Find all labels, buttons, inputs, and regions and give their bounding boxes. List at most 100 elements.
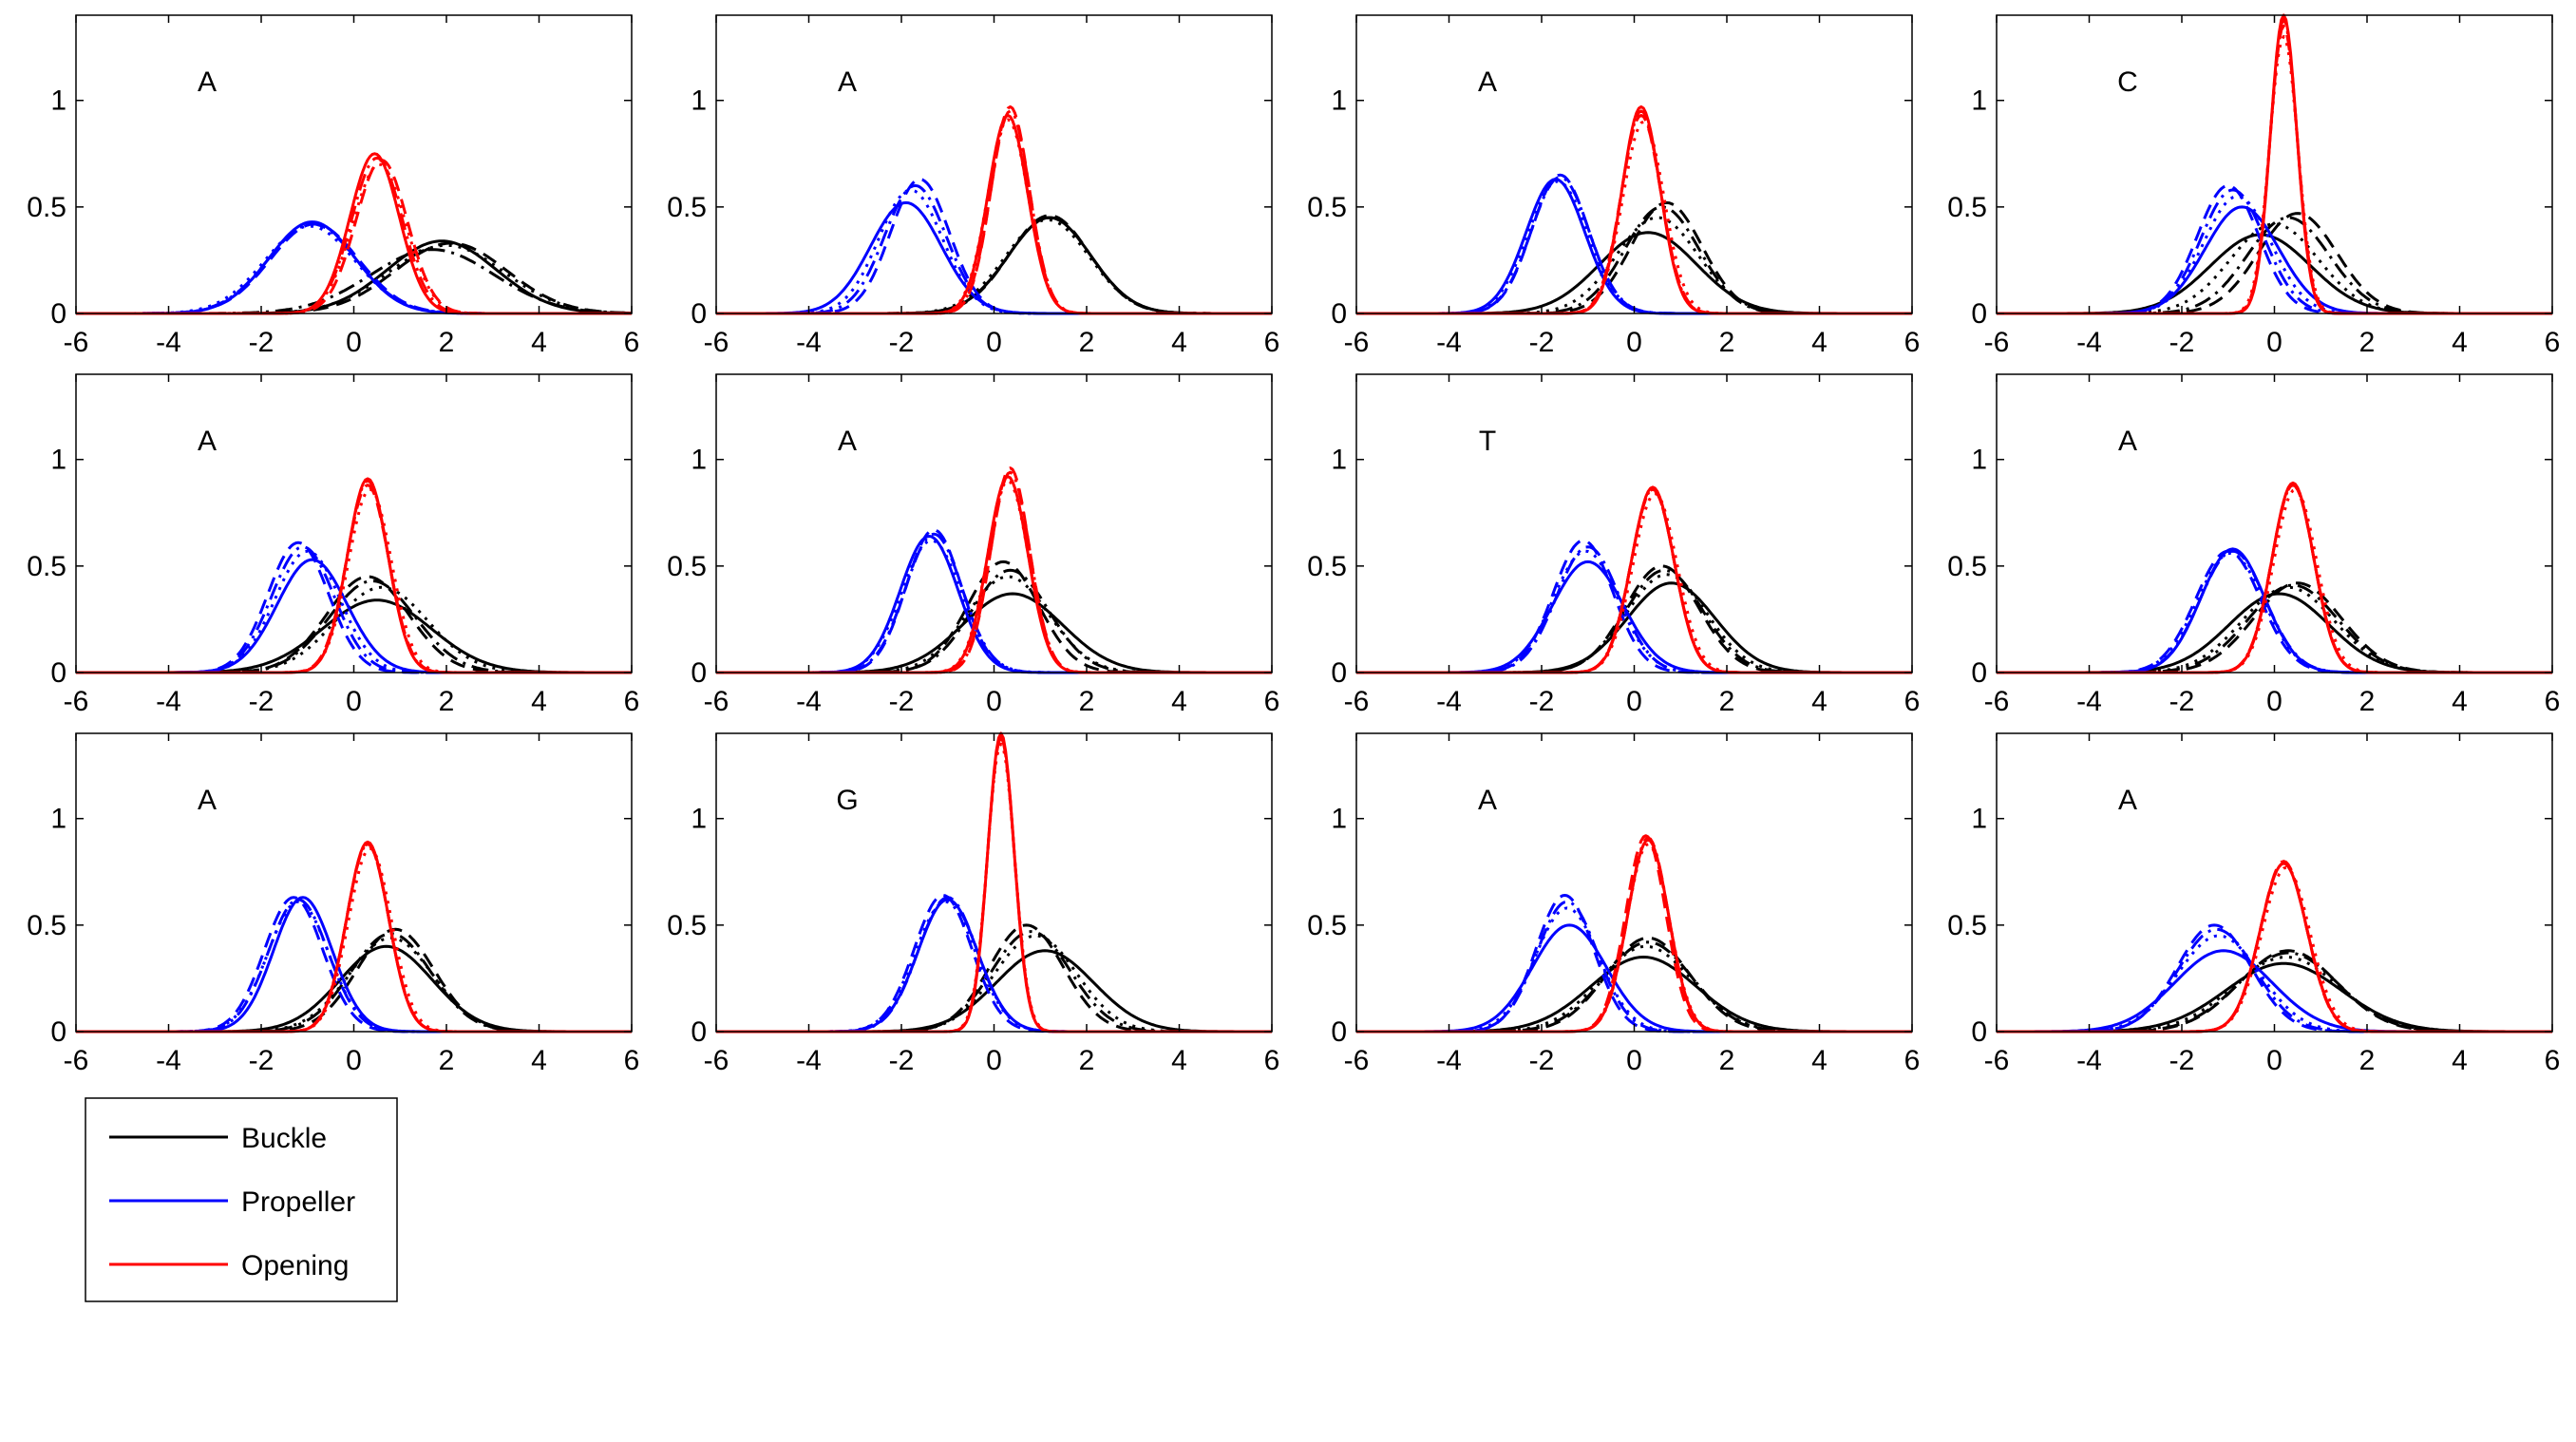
y-tick-label: 0.5 [27, 192, 66, 223]
x-tick-label: 4 [1811, 1045, 1828, 1076]
x-tick-label: 4 [2452, 327, 2468, 358]
x-tick-label: 6 [624, 686, 640, 717]
chart-panel: -6 -4 -2 0 2 4 6 0 0.5 1 A [1307, 732, 1920, 1076]
x-tick-label: 0 [2266, 327, 2282, 358]
series-line-opening [1997, 862, 2552, 1034]
panel-label: A [2118, 426, 2137, 457]
x-tick-label: 2 [1079, 327, 1095, 358]
series-line-opening [716, 113, 1272, 315]
x-tick-label: -6 [64, 1045, 89, 1076]
series-line-propeller [716, 188, 1272, 315]
x-tick-label: 0 [1626, 327, 1642, 358]
series-line-propeller [716, 183, 1272, 315]
y-tick-label: 1 [50, 445, 66, 476]
series-line-opening [1997, 865, 2552, 1034]
series-line-propeller [1997, 549, 2552, 674]
x-tick-label: 2 [2359, 1045, 2376, 1076]
series-line-buckle [76, 936, 632, 1034]
x-tick-label: 6 [2545, 327, 2561, 358]
x-tick-label: 6 [1264, 1045, 1280, 1076]
x-tick-label: 2 [2359, 327, 2376, 358]
x-tick-label: 6 [2545, 1045, 2561, 1076]
x-tick-label: 4 [1171, 327, 1187, 358]
series-line-propeller [1997, 188, 2552, 315]
chart-panel: -6 -4 -2 0 2 4 6 0 0.5 1 A [27, 373, 640, 717]
series-line-propeller [716, 896, 1272, 1034]
series-line-buckle [76, 248, 632, 315]
series-line-opening [1356, 113, 1912, 315]
series-line-opening [1997, 860, 2552, 1034]
y-tick-label: 0 [1331, 298, 1347, 330]
x-tick-label: 2 [1719, 327, 1735, 358]
x-tick-label: -2 [249, 686, 275, 717]
x-tick-label: -2 [2169, 1045, 2195, 1076]
series-line-opening [76, 479, 632, 674]
x-tick-label: 0 [986, 1045, 1002, 1076]
series-line-propeller [1997, 549, 2552, 674]
series-line-propeller [1356, 180, 1912, 315]
x-tick-label: 2 [1719, 686, 1735, 717]
x-tick-label: 2 [1079, 686, 1095, 717]
x-tick-label: 2 [1079, 1045, 1095, 1076]
x-tick-label: -6 [1984, 327, 2010, 358]
panel-label: A [198, 785, 217, 816]
series-line-opening [1356, 487, 1912, 674]
x-tick-label: 0 [346, 686, 362, 717]
x-tick-label: 0 [346, 1045, 362, 1076]
x-tick-label: -4 [156, 1045, 181, 1076]
panel-label: A [198, 426, 217, 457]
series-line-buckle [76, 579, 632, 674]
series-line-opening [716, 104, 1272, 315]
x-tick-label: -4 [796, 1045, 822, 1076]
x-tick-label: 4 [531, 686, 547, 717]
x-tick-label: 4 [531, 1045, 547, 1076]
series-line-propeller [1356, 173, 1912, 315]
x-tick-label: 2 [1719, 1045, 1735, 1076]
series-line-opening [716, 109, 1272, 315]
x-tick-label: -4 [1436, 1045, 1462, 1076]
series-line-opening [76, 152, 632, 315]
series-line-opening [1356, 485, 1912, 674]
series-line-propeller [1356, 176, 1912, 315]
x-tick-label: 6 [624, 1045, 640, 1076]
series-line-opening [1356, 120, 1912, 315]
series-line-buckle [1356, 568, 1912, 674]
series-line-propeller [1997, 183, 2552, 315]
x-tick-label: -4 [2076, 686, 2102, 717]
series-line-propeller [1997, 934, 2552, 1034]
x-tick-label: -2 [249, 327, 275, 358]
x-tick-label: -2 [889, 327, 915, 358]
x-tick-label: -4 [2076, 1045, 2102, 1076]
chart-panel: -6 -4 -2 0 2 4 6 0 0.5 1 A [27, 14, 639, 358]
x-tick-label: 4 [1811, 686, 1828, 717]
y-tick-label: 0.5 [667, 192, 707, 223]
x-tick-label: 0 [986, 327, 1002, 358]
x-tick-label: -6 [1344, 686, 1370, 717]
x-tick-label: 2 [439, 686, 455, 717]
panel-label: A [838, 426, 857, 457]
series-line-propeller [1356, 894, 1912, 1034]
series-line-propeller [716, 200, 1272, 315]
series-line-propeller [1997, 927, 2552, 1034]
y-tick-label: 1 [1971, 445, 1987, 476]
series-line-buckle [1997, 216, 2552, 315]
y-tick-label: 1 [1331, 85, 1347, 117]
chart-panels: -6 -4 -2 0 2 4 6 0 0.5 1 A -6 -4 -2 0 2 4 6 0 0.5 1 A -6 -4 -2 0 2… [27, 13, 2561, 1076]
x-tick-label: 6 [2545, 686, 2561, 717]
axes-frame [1996, 14, 2553, 314]
y-tick-label: 1 [691, 85, 707, 117]
series-line-opening [1997, 18, 2552, 315]
x-tick-label: -6 [1984, 686, 2010, 717]
y-tick-label: 0 [50, 298, 66, 330]
axes-frame [75, 14, 633, 314]
axes-frame [1355, 14, 1913, 314]
series-line-opening [1997, 862, 2552, 1034]
y-tick-label: 0 [1971, 298, 1987, 330]
series-line-opening [1997, 13, 2552, 315]
series-line-propeller [76, 541, 632, 674]
series-line-buckle [716, 575, 1272, 674]
y-tick-label: 0.5 [667, 551, 707, 582]
y-tick-label: 0.5 [1947, 192, 1987, 223]
series-line-opening [76, 477, 632, 674]
series-line-opening [1356, 109, 1912, 315]
